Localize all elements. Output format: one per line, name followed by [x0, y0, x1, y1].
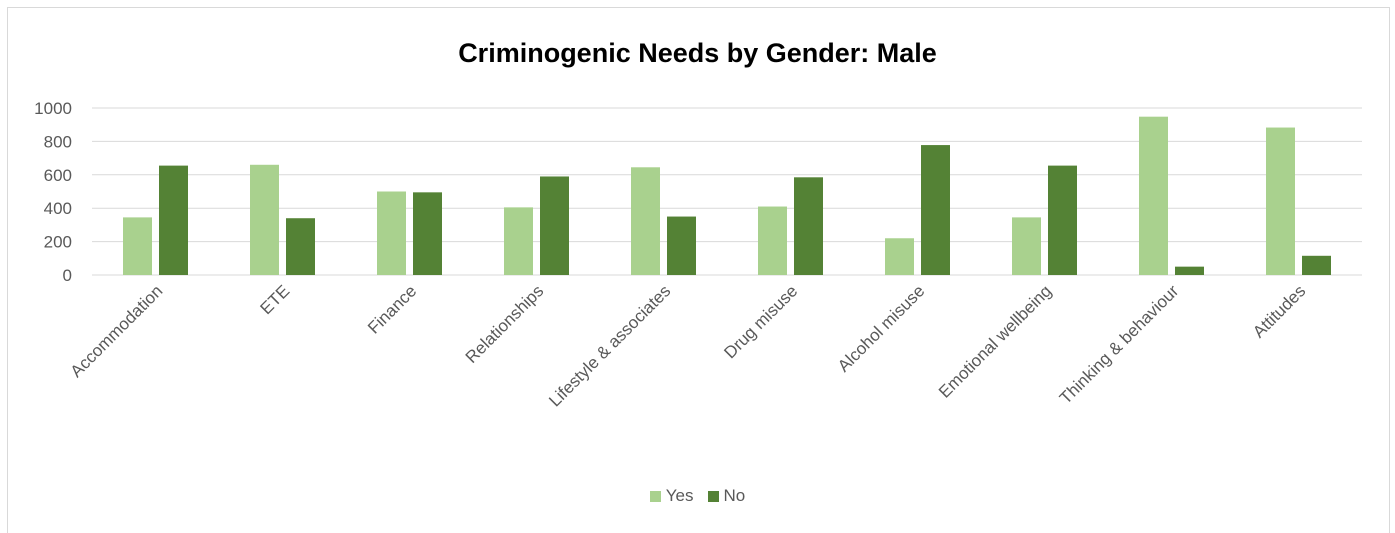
legend-label-no: No: [723, 486, 746, 505]
bar-no-8: [1175, 266, 1204, 275]
x-category-label: Attitudes: [1249, 281, 1309, 341]
x-category-label: Emotional wellbeing: [935, 281, 1055, 401]
legend-label-yes: Yes: [665, 486, 694, 505]
legend-item-no: No: [707, 486, 746, 506]
bar-no-1: [286, 218, 315, 275]
x-category-label: ETE: [257, 281, 294, 318]
legend: Yes No: [0, 486, 1395, 506]
bar-no-3: [540, 176, 569, 275]
y-tick-label: 400: [44, 199, 72, 218]
bar-yes-8: [1139, 116, 1168, 276]
bar-yes-4: [631, 167, 660, 275]
chart-title: Criminogenic Needs by Gender: Male: [458, 38, 937, 68]
bar-no-0: [159, 165, 188, 275]
bar-yes-5: [758, 206, 787, 275]
bar-no-5: [794, 177, 823, 275]
x-category-label: Alcohol misuse: [834, 281, 928, 375]
legend-swatch-yes: [649, 490, 661, 502]
y-tick-label: 600: [44, 166, 72, 185]
bar-yes-2: [377, 191, 406, 275]
x-category-label: Thinking & behaviour: [1056, 281, 1183, 408]
bar-no-6: [921, 145, 950, 275]
bar-yes-9: [1266, 127, 1295, 275]
y-tick-label: 200: [44, 233, 72, 252]
bar-yes-7: [1012, 217, 1041, 275]
legend-swatch-no: [707, 490, 719, 502]
bar-no-4: [667, 216, 696, 275]
x-category-label: Relationships: [462, 281, 548, 367]
x-category-label: Accommodation: [67, 281, 167, 381]
y-tick-label: 800: [44, 132, 72, 151]
bar-yes-3: [504, 207, 533, 275]
x-category-label: Drug misuse: [720, 281, 801, 362]
y-tick-label: 1000: [34, 99, 72, 118]
bar-no-7: [1048, 165, 1077, 275]
bar-yes-1: [250, 164, 279, 275]
bar-no-9: [1302, 255, 1331, 275]
y-tick-label: 0: [63, 266, 72, 285]
bar-yes-0: [123, 217, 152, 275]
legend-item-yes: Yes: [649, 486, 694, 506]
x-category-label: Finance: [364, 281, 420, 337]
bar-no-2: [413, 192, 442, 275]
bar-yes-6: [885, 238, 914, 275]
x-category-label: Lifestyle & associates: [545, 281, 674, 410]
